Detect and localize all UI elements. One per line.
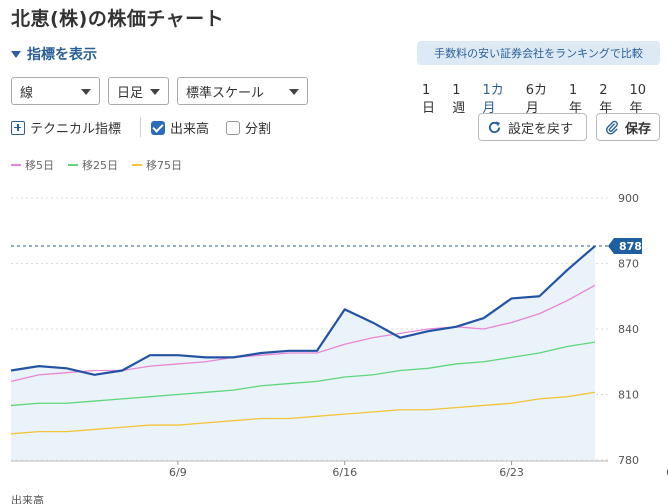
period-tab[interactable]: 2年 (599, 83, 613, 116)
period-tab[interactable]: 6カ月 (525, 83, 548, 116)
y-tick-label: 840 (618, 323, 639, 336)
chart-type-select[interactable]: 線 (11, 77, 100, 105)
broker-ranking-link[interactable]: 手数料の安い証券会社をランキングで比較 (417, 41, 660, 65)
indicator-toggle-label: 指標を表示 (27, 47, 97, 63)
period-tabs: 1日 1週 1カ月 6カ月 1年 2年 10年 (422, 82, 668, 122)
caret-down-icon (150, 89, 160, 95)
interval-select[interactable]: 日足 (108, 77, 169, 105)
period-tab[interactable]: 1週 (452, 83, 466, 116)
y-tick-label: 780 (618, 454, 639, 467)
paperclip-icon (605, 120, 618, 134)
save-button[interactable]: 保存 (596, 113, 660, 141)
ma5-line (10, 284, 596, 383)
indicator-toggle[interactable]: 指標を表示 (11, 44, 97, 64)
legend-swatch (68, 164, 78, 166)
plus-box-icon (11, 120, 25, 135)
y-tick-label: 870 (618, 258, 639, 271)
volume-checkbox[interactable]: 出来高 (151, 118, 209, 137)
last-price-label: 878 (619, 240, 642, 253)
caret-down-icon (81, 89, 91, 95)
ma25-line (10, 341, 596, 407)
x-tick-label: 6/16 (332, 466, 357, 479)
legend-item-ma75: 移75日 (132, 157, 182, 173)
last-price-badge (608, 238, 642, 255)
scale-value: 標準スケール (186, 85, 265, 101)
legend-swatch (132, 164, 142, 166)
legend-label: 移75日 (146, 159, 182, 172)
legend-label: 移5日 (25, 159, 54, 172)
reset-settings-button[interactable]: 設定を戻す (478, 113, 587, 141)
checkbox-unchecked-icon (226, 120, 240, 135)
x-tick-label: 6/9 (169, 466, 187, 479)
chart-type-value: 線 (20, 85, 34, 101)
chart-legend: 移5日 移25日 移75日 (11, 157, 196, 173)
price-chart[interactable]: 780 810 840 870 900 878 6/9 6/16 6/23 6/30 (0, 180, 668, 504)
legend-swatch (11, 164, 21, 166)
y-tick-label: 810 (618, 389, 639, 402)
ma75-line (10, 391, 596, 435)
legend-item-ma5: 移5日 (11, 157, 54, 173)
scale-select[interactable]: 標準スケール (177, 77, 308, 105)
period-tab[interactable]: 10年 (629, 83, 647, 116)
triangle-down-icon (11, 50, 21, 58)
period-tab[interactable]: 1年 (568, 83, 582, 116)
checkbox-checked-icon (151, 120, 165, 135)
reset-settings-label: 設定を戻す (508, 121, 574, 137)
interval-value: 日足 (117, 85, 144, 101)
x-tick-label: 6/30 (666, 466, 668, 479)
technical-indicator-button[interactable]: テクニカル指標 (11, 118, 121, 137)
technical-indicator-label: テクニカル指標 (30, 122, 122, 137)
refresh-icon (488, 121, 501, 133)
page-title: 北恵(株)の株価チャート (11, 8, 225, 30)
y-tick-label: 900 (618, 192, 639, 205)
split-checkbox[interactable]: 分割 (226, 118, 271, 137)
x-tick-label: 6/23 (499, 466, 524, 479)
legend-item-ma25: 移25日 (68, 157, 118, 173)
split-label: 分割 (245, 122, 272, 137)
legend-label: 移25日 (82, 159, 118, 172)
volume-section-label: 出来高 (11, 494, 44, 504)
period-tab[interactable]: 1日 (422, 83, 436, 116)
volume-label: 出来高 (170, 122, 210, 137)
toolbar-divider (140, 117, 141, 137)
caret-down-icon (289, 89, 299, 95)
save-label: 保存 (625, 121, 652, 137)
price-line (10, 245, 596, 376)
